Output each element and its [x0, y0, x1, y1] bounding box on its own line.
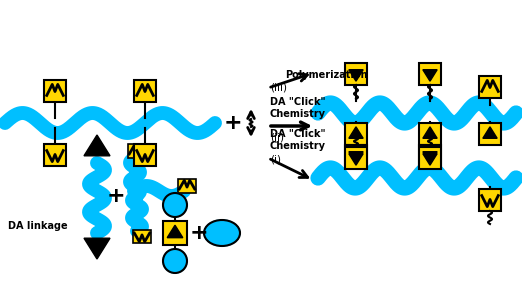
Text: (iii): (iii): [270, 83, 287, 93]
Bar: [419, 63, 441, 85]
Polygon shape: [349, 152, 363, 163]
Polygon shape: [84, 238, 110, 259]
Text: +: +: [106, 186, 125, 206]
Polygon shape: [483, 127, 497, 138]
Text: Polymerization: Polymerization: [285, 70, 367, 80]
Polygon shape: [349, 127, 363, 138]
Bar: [345, 63, 367, 85]
Polygon shape: [423, 152, 437, 163]
FancyBboxPatch shape: [178, 179, 196, 192]
Text: (i): (i): [270, 155, 281, 165]
Bar: [479, 76, 501, 98]
Bar: [163, 221, 187, 245]
Polygon shape: [423, 127, 437, 138]
Bar: [419, 145, 441, 167]
Bar: [419, 147, 441, 169]
Polygon shape: [349, 70, 363, 81]
Bar: [134, 80, 156, 102]
Bar: [345, 147, 367, 169]
Bar: [419, 123, 441, 145]
Polygon shape: [349, 154, 363, 165]
Bar: [134, 144, 156, 166]
Bar: [479, 189, 501, 211]
Circle shape: [163, 249, 187, 273]
Bar: [44, 144, 66, 166]
Bar: [345, 123, 367, 145]
Polygon shape: [423, 154, 437, 165]
Bar: [479, 123, 501, 145]
Text: DA "Click"
Chemistry: DA "Click" Chemistry: [270, 129, 326, 151]
Ellipse shape: [204, 220, 240, 246]
Polygon shape: [423, 70, 437, 81]
Text: +: +: [189, 223, 208, 243]
FancyBboxPatch shape: [133, 230, 151, 243]
Text: DA "Click"
Chemistry: DA "Click" Chemistry: [270, 97, 326, 119]
Bar: [345, 145, 367, 167]
Text: +: +: [224, 113, 242, 133]
FancyBboxPatch shape: [128, 144, 146, 158]
Circle shape: [163, 193, 187, 217]
Text: (ii): (ii): [270, 133, 284, 143]
Bar: [44, 80, 66, 102]
Polygon shape: [84, 135, 110, 156]
Polygon shape: [167, 225, 183, 238]
Text: DA linkage: DA linkage: [8, 221, 68, 231]
